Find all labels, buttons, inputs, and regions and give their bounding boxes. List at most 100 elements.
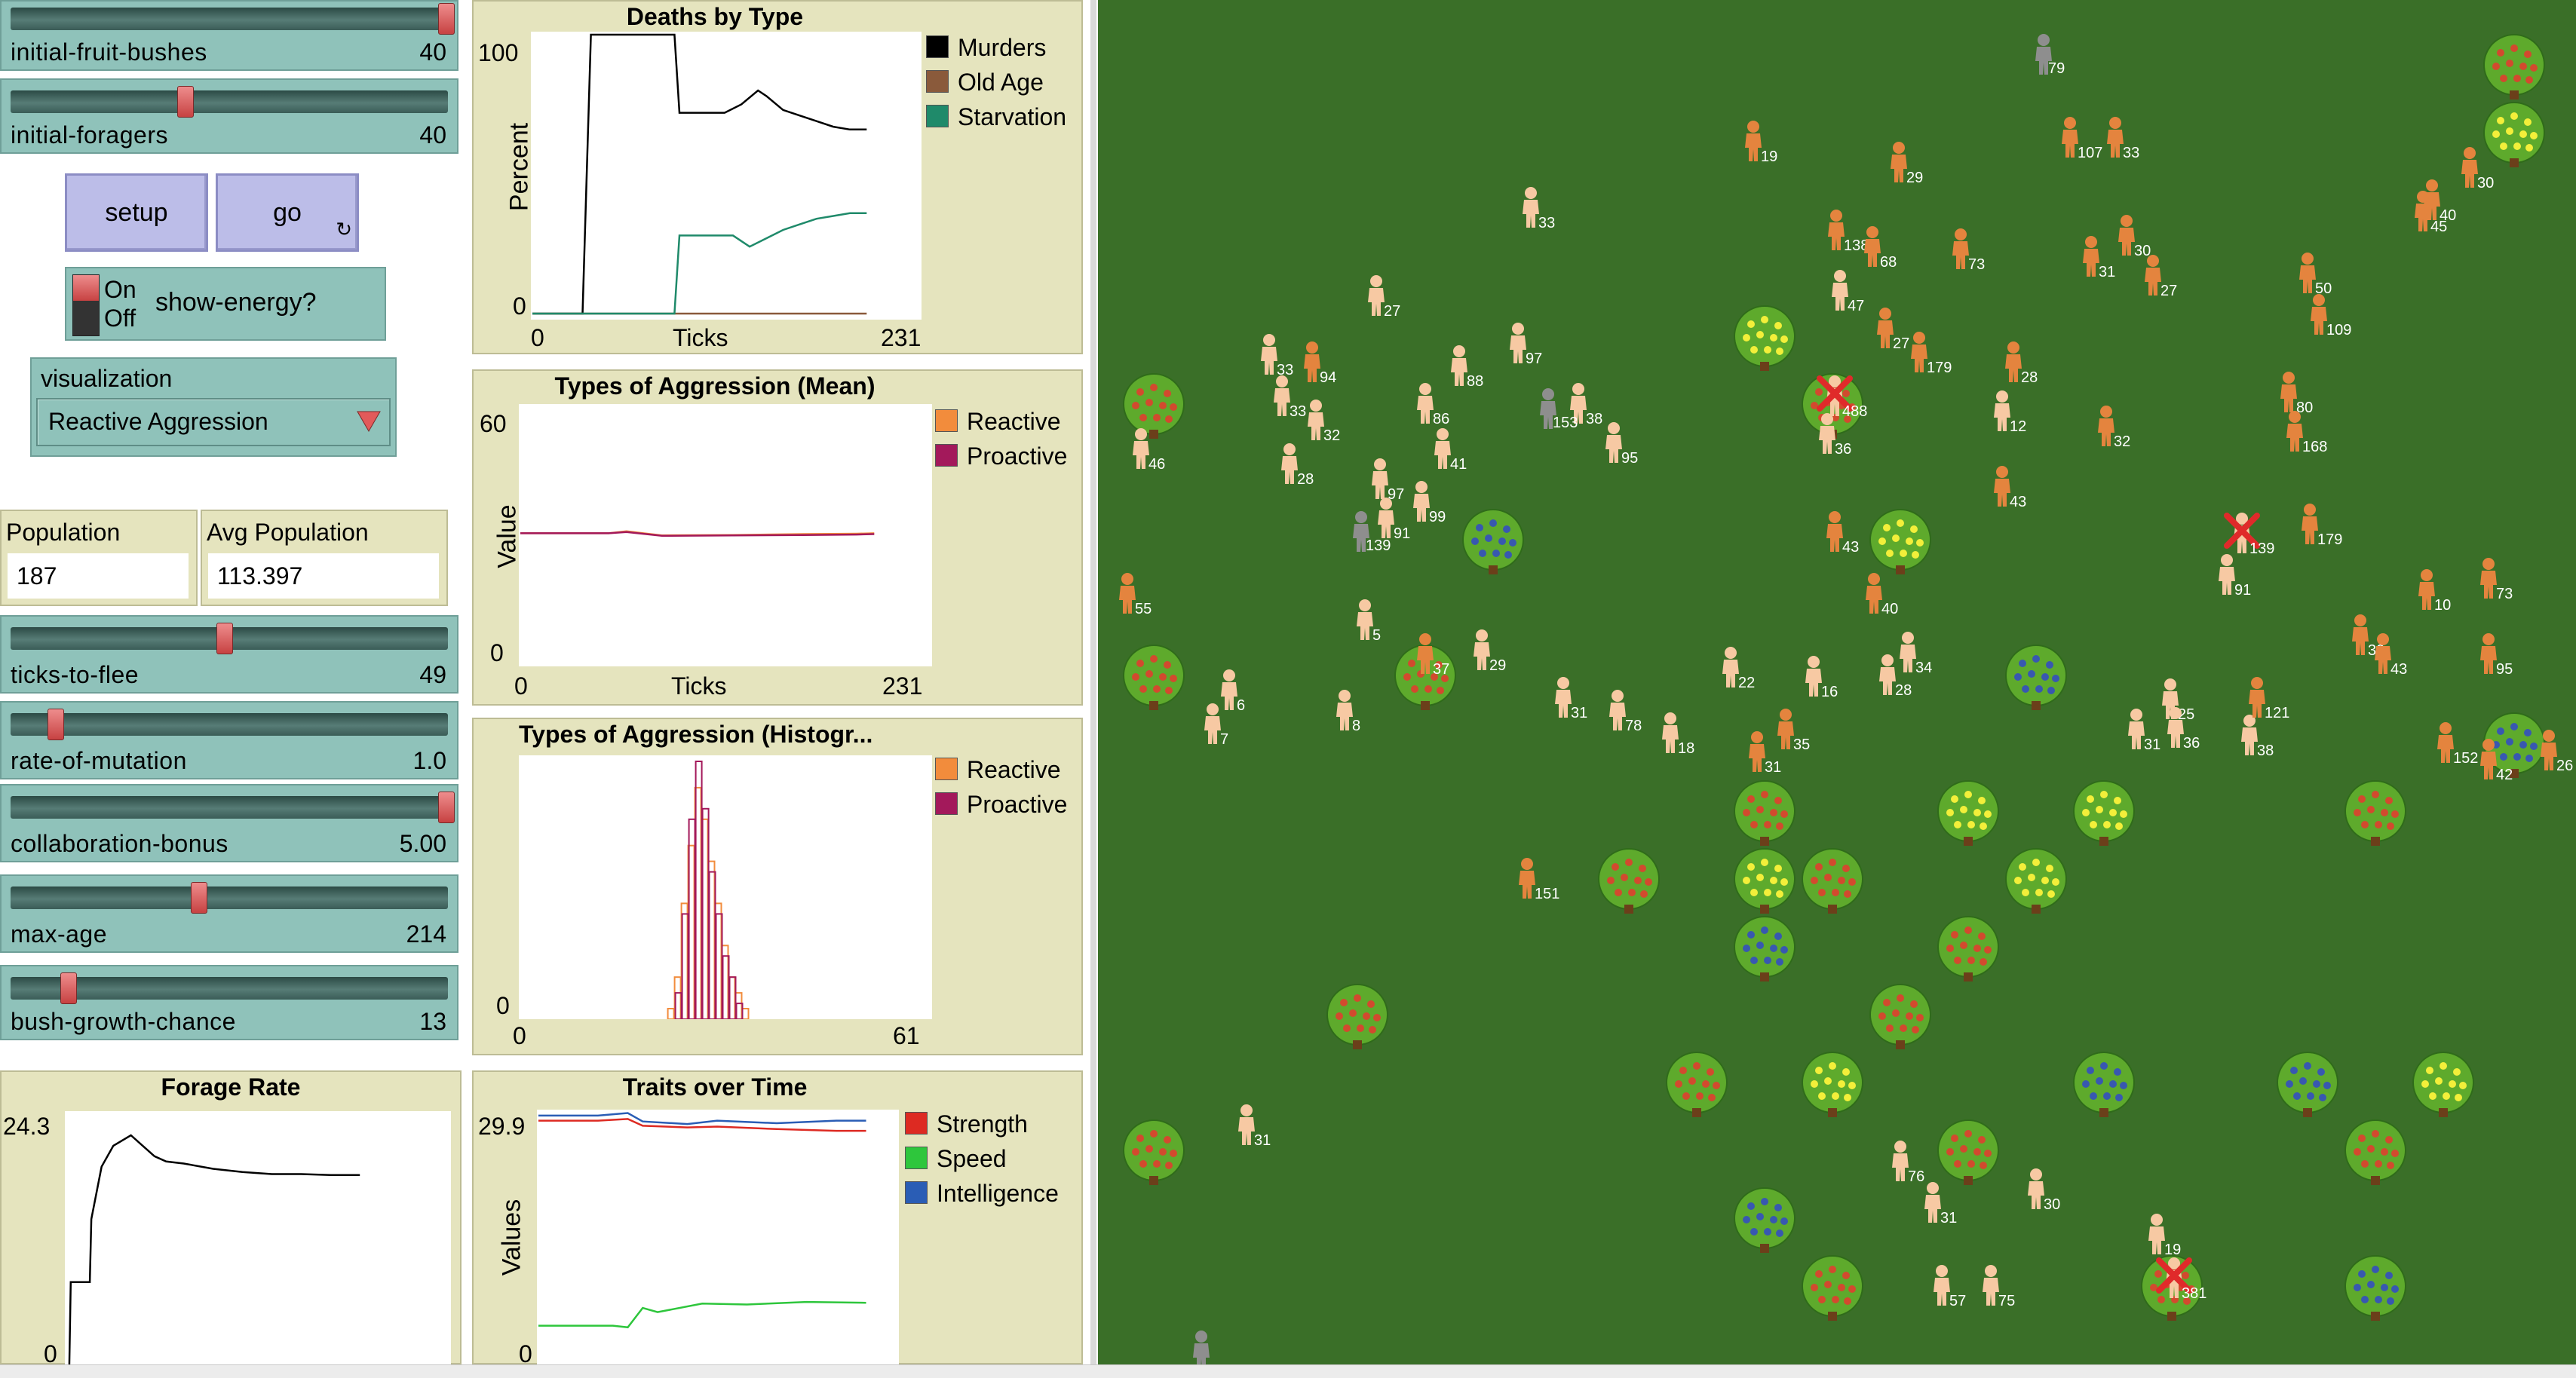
bush-trunk <box>1489 565 1498 574</box>
fruit <box>1485 534 1492 542</box>
slider-track[interactable] <box>11 887 448 909</box>
fruit <box>1829 1266 1836 1273</box>
forager-body <box>1864 239 1881 267</box>
fruit <box>2381 1284 2388 1291</box>
forager-body <box>1555 690 1572 718</box>
legend-swatch <box>905 1181 928 1204</box>
fruit <box>2391 1285 2399 1293</box>
forager-energy-label: 29 <box>1489 657 1506 674</box>
forager-energy-label: 30 <box>2477 175 2494 191</box>
bottom-scrollbar[interactable] <box>0 1364 2576 1378</box>
bush-trunk <box>2510 158 2519 167</box>
bush-trunk <box>1692 1108 1701 1117</box>
slider-bush-growth-chance[interactable]: bush-growth-chance 13 <box>0 965 458 1040</box>
forager-energy-label: 36 <box>1835 441 1851 458</box>
plot-legend: Reactive Proactive <box>935 752 1067 822</box>
legend-swatch <box>905 1112 928 1135</box>
forager-body <box>1523 200 1539 228</box>
fruit-bush-red <box>1394 645 1456 710</box>
slider-track[interactable] <box>11 713 448 736</box>
slider-max-age[interactable]: max-age 214 <box>0 874 458 953</box>
bush-trunk <box>1760 972 1769 981</box>
forager-energy-label: 91 <box>1394 525 1410 542</box>
fruit <box>2372 1266 2379 1273</box>
fruit <box>1829 1062 1836 1070</box>
fruit <box>1132 1148 1139 1156</box>
fruit <box>1973 1148 1981 1156</box>
slider-handle[interactable] <box>47 709 64 740</box>
forager-energy-label: 94 <box>1320 369 1336 386</box>
fruit <box>2530 743 2538 750</box>
forager-body <box>2128 721 2145 749</box>
fruit <box>2361 821 2369 828</box>
panel-divider[interactable] <box>1090 0 1096 1364</box>
slider-handle[interactable] <box>190 882 207 914</box>
fruit <box>1756 942 1764 949</box>
fruit <box>2032 859 2040 866</box>
fruit <box>2367 806 2375 813</box>
forager-body <box>1357 612 1373 640</box>
slider-collaboration-bonus[interactable]: collaboration-bonus 5.00 <box>0 784 458 862</box>
fruit <box>1848 1285 1856 1293</box>
forager: 76 <box>1892 1141 1924 1185</box>
forager-head <box>2085 236 2097 248</box>
fruit <box>1980 1162 1987 1169</box>
forager-body <box>2480 646 2497 674</box>
show-energy-switch[interactable]: On Off show-energy? <box>65 267 386 341</box>
forager-body <box>1892 1153 1909 1181</box>
fruit <box>1164 661 1171 669</box>
fruit <box>1435 661 1443 669</box>
world-view[interactable]: 19 29 107 33 33 138 68 73 31 30 27 50 109 27 47 27 179 28… <box>1098 0 2576 1364</box>
chooser-dropdown[interactable]: Reactive Aggression <box>36 398 391 446</box>
slider-handle[interactable] <box>177 86 195 118</box>
visualization-chooser[interactable]: visualization Reactive Aggression <box>30 357 397 457</box>
slider-track[interactable] <box>11 977 448 1000</box>
forager: 138 <box>1828 210 1869 254</box>
slider-initial-foragers[interactable]: initial-foragers 40 <box>0 78 458 154</box>
forager: 37 <box>1417 633 1449 678</box>
fruit <box>1743 1216 1750 1223</box>
forager-head <box>1996 466 2008 478</box>
go-button[interactable]: go ↻ <box>216 173 359 252</box>
forager-energy-label: 37 <box>1433 661 1449 678</box>
forager: 31 <box>2083 236 2115 280</box>
forager-body <box>1934 1278 1950 1306</box>
switch-toggle[interactable] <box>72 274 100 336</box>
forager-energy-label: 179 <box>1927 360 1952 376</box>
fruit-bush-yellow <box>1869 509 1931 574</box>
slider-handle[interactable] <box>60 972 77 1004</box>
slider-rate-of-mutation[interactable]: rate-of-mutation 1.0 <box>0 701 458 779</box>
slider-track[interactable] <box>11 8 448 30</box>
plot-title: Forage Rate <box>161 1073 301 1101</box>
fruit <box>1373 1014 1381 1021</box>
forager: 168 <box>2286 411 2327 455</box>
fruit <box>2497 117 2504 124</box>
fruit <box>2426 1067 2433 1074</box>
fruit <box>1132 673 1139 681</box>
fruit-bush-blue <box>2344 1255 2406 1321</box>
forager-energy-label: 31 <box>1765 759 1781 776</box>
fruit <box>1471 537 1479 545</box>
setup-button[interactable]: setup <box>65 173 208 252</box>
fruit <box>1136 388 1144 396</box>
legend-item: Proactive <box>935 439 1067 473</box>
fruit <box>1145 399 1153 406</box>
slider-handle[interactable] <box>216 623 234 654</box>
forager-body <box>1662 725 1679 753</box>
fruit <box>2182 1272 2189 1279</box>
slider-ticks-to-flee[interactable]: ticks-to-flee 49 <box>0 615 458 694</box>
fruit <box>2028 670 2035 678</box>
traits-chart <box>538 1112 866 1329</box>
slider-track[interactable] <box>11 90 448 113</box>
slider-handle[interactable] <box>438 3 455 35</box>
fruit <box>1774 865 1782 872</box>
forager-energy-label: 33 <box>1538 215 1555 231</box>
fruit <box>1607 877 1615 884</box>
slider-handle[interactable] <box>438 792 455 823</box>
forager-body <box>2249 690 2265 718</box>
fruit <box>1811 402 1818 409</box>
fruit <box>1964 791 1972 798</box>
slider-initial-fruit-bushes[interactable]: initial-fruit-bushes 40 <box>0 0 458 71</box>
slider-track[interactable] <box>11 796 448 819</box>
